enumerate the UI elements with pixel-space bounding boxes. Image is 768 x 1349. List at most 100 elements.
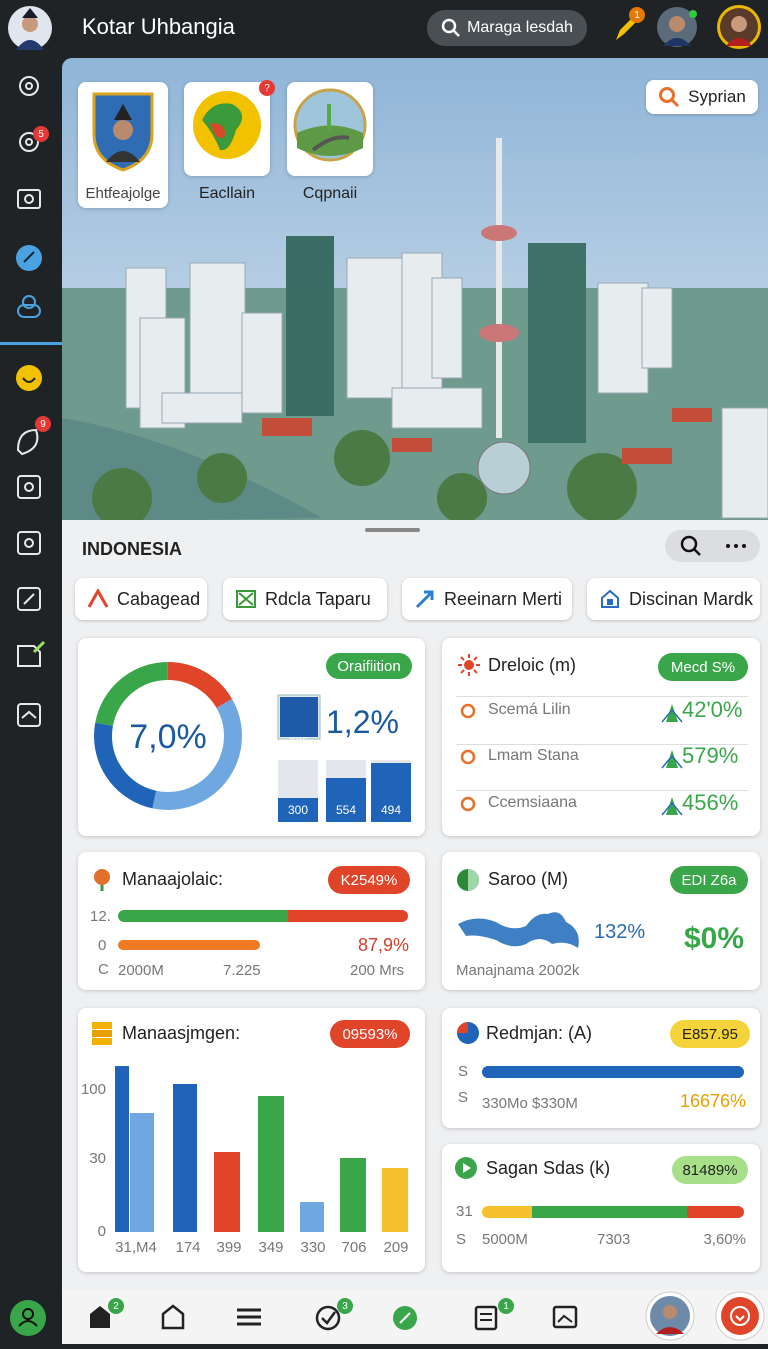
tab-label: Reeinarn Merti [444, 588, 563, 609]
graphic-part [94, 662, 242, 810]
footer-label: 7303 [597, 1231, 631, 1248]
graphic-part [16, 428, 39, 456]
graphic-part [94, 662, 242, 810]
section-title: INDONESIA [82, 539, 183, 559]
graphic-part [622, 448, 672, 464]
graphic-part [17, 587, 41, 611]
hero-search-button[interactable]: Syprian [646, 80, 758, 114]
graphic-part [25, 82, 33, 90]
stack-icon [92, 1022, 112, 1045]
tab[interactable]: Rdcla Taparu [223, 578, 387, 620]
graphic-part [210, 123, 226, 139]
progress-card[interactable]: Sagan Sdas (k) 81489% 31 S 5000M 7303 3,… [442, 1144, 760, 1272]
row-label[interactable]: Scemá Lilin [488, 701, 571, 718]
graphic-part [597, 282, 649, 394]
top-bar: Kotar Uhbangia Maraga lesdah 1 [0, 0, 768, 58]
graphic-part [464, 660, 474, 670]
search-bar[interactable]: Maraga lesdah [427, 10, 587, 46]
progress-card[interactable]: Manaajolaic: K2549% 12. 0 C 87,9% 2000M … [78, 852, 425, 990]
footer-label: 2000M [118, 962, 164, 979]
axis-label: 12. [90, 908, 111, 925]
pen-icon[interactable] [610, 12, 640, 44]
nav-badge: 1 [498, 1298, 514, 1314]
graphic-part [300, 1202, 324, 1232]
x-tick-label: 349 [258, 1239, 284, 1256]
profile-avatar[interactable] [716, 4, 762, 50]
graphic-part [663, 1305, 677, 1319]
tab[interactable]: Discinan Mardk [587, 578, 760, 620]
x-tick-label: 174 [175, 1239, 201, 1256]
graphic-part [16, 76, 41, 727]
bar-value: 494 [380, 803, 402, 817]
action-icons[interactable] [665, 530, 760, 562]
row-label[interactable]: Ccemsiaana [488, 794, 577, 811]
hero-card-badge: ? [259, 80, 275, 96]
axis-label: C [98, 961, 109, 978]
graphic-part [0, 342, 62, 345]
bar-chart-card[interactable]: Manaasjmgen: 09593% 100 30 0 31,M4 174 399… [78, 1008, 425, 1272]
graphic-part [24, 482, 34, 492]
graphic-part [87, 589, 109, 608]
app-title: Kotar Uhbangia [82, 14, 235, 39]
graphic-part [616, 18, 636, 40]
graphic-part [431, 277, 463, 379]
graphic-part [477, 441, 531, 495]
bar-value: 554 [335, 803, 357, 817]
hero-card[interactable]: Ehtfeajolge [78, 82, 168, 208]
graphic-part [479, 324, 519, 342]
row-value: 579% [682, 743, 739, 768]
footer-label: 7.225 [223, 962, 261, 979]
graphic-part [334, 430, 390, 486]
kpi-card[interactable]: 7,0% Oraifiition 1,2% 695 300 554 494 [78, 638, 425, 836]
graphic-part [327, 104, 331, 130]
drag-handle[interactable] [365, 528, 420, 532]
graphic-part [286, 236, 334, 416]
footer-label: 5000M [482, 1231, 528, 1248]
graphic-part [114, 104, 132, 120]
tab[interactable]: Cabagead [75, 578, 207, 620]
graphic-part [460, 749, 476, 765]
emblem [92, 92, 154, 172]
play-icon [455, 1157, 477, 1179]
progress-bar [482, 1066, 744, 1078]
hero-card[interactable]: Eacllain ? [184, 80, 275, 202]
donut-chart [94, 662, 411, 822]
map-icon [193, 91, 261, 159]
tab-label: Rdcla Taparu [265, 588, 371, 609]
row-label[interactable]: Lmam Stana [488, 747, 579, 764]
graphic-part [415, 590, 434, 609]
axis-label: 31 [456, 1203, 473, 1220]
graphic-part [666, 750, 678, 768]
card-title: Redmjan: (A) [486, 1023, 593, 1043]
row-value: 42'0% [682, 697, 743, 722]
footer-label: 200 Mrs [350, 962, 405, 979]
card-badge: E857.95 [670, 1020, 750, 1048]
graphic-part [734, 544, 738, 548]
y-tick-label: 0 [97, 1223, 106, 1240]
user-avatar[interactable] [656, 6, 698, 48]
avatar[interactable] [8, 6, 52, 50]
graphic-part [161, 1304, 185, 1330]
tab[interactable]: Reeinarn Merti [402, 578, 572, 620]
progress-bar [288, 910, 408, 922]
graphic-part [669, 16, 685, 32]
graphic-part [22, 8, 38, 18]
graphic-part [17, 189, 41, 209]
graphic-part [23, 251, 35, 263]
progress-card[interactable]: Redmjan: (A) E857.95 S S 330Mo $330M 166… [442, 1008, 760, 1128]
graphic-part [189, 262, 246, 414]
bar-chart [115, 1066, 408, 1232]
divider [456, 790, 748, 791]
donut-label: 7,0% [129, 718, 207, 756]
hero-card[interactable]: Cqpnaii [287, 82, 373, 202]
list-card[interactable]: Dreloic (m) Mecd S% Scemá Lilin 42'0% Lmam… [442, 638, 760, 836]
tab-label: Discinan Mardk [629, 588, 754, 609]
pin-icon [94, 869, 110, 891]
map-card[interactable]: Saroo (M) EDI Z6a 132% $0% Manajnama 200… [442, 852, 760, 990]
bottom-nav: 2 3 1 [0, 1290, 768, 1344]
graphic-part [672, 408, 712, 422]
graphic-part [17, 475, 41, 499]
tab-icon [236, 590, 256, 608]
graphic-part [94, 662, 242, 810]
